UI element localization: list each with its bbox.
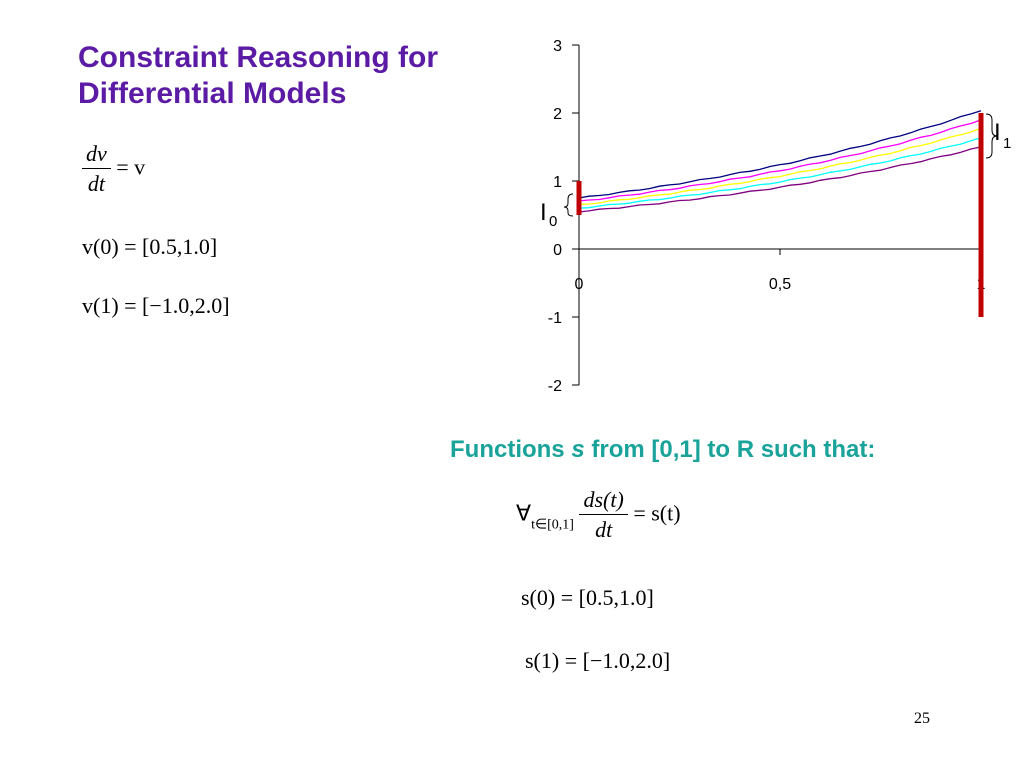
slide-title: Constraint Reasoning for Differential Mo…: [78, 41, 439, 110]
ode-equation: dv dt = v: [82, 140, 145, 199]
ode-numerator: dv: [82, 140, 111, 169]
x-tick-label: 0,5: [769, 276, 791, 293]
subtitle-suffix: from [0,1] to R such that:: [584, 436, 876, 463]
s-ode-numerator: ds(t): [579, 486, 628, 515]
i0-label-sub: 0: [549, 213, 557, 230]
s-ode-denominator: dt: [595, 517, 613, 542]
s-final-condition: s(1) = [−1.0,2.0]: [525, 648, 671, 673]
series-line: [578, 146, 982, 213]
initial-condition: v(0) = [0.5,1.0]: [82, 234, 218, 259]
functions-subtitle: Functions s from [0,1] to R such that:: [450, 436, 875, 464]
i0-label: I: [540, 199, 547, 226]
page-number: 25: [914, 710, 930, 727]
i1-brace: [985, 113, 998, 159]
final-condition: v(1) = [−1.0,2.0]: [82, 293, 230, 318]
y-tick-label: 1: [553, 174, 562, 191]
s-initial-condition: s(0) = [0.5,1.0]: [521, 585, 654, 610]
subtitle-prefix: Functions: [450, 436, 572, 463]
series-line: [578, 119, 982, 202]
forall-domain: t∈[0,1]: [531, 517, 574, 533]
s-ode-fraction: ds(t) dt: [579, 486, 628, 545]
series-line: [578, 136, 982, 209]
subtitle-var: s: [571, 436, 585, 463]
ode-rhs: = v: [116, 154, 146, 180]
i0-brace: [563, 193, 574, 217]
x-tick-label: 0: [575, 276, 584, 293]
y-tick-label: 2: [553, 106, 562, 123]
series-line: [578, 110, 982, 199]
y-tick-label: -2: [548, 378, 562, 395]
forall-symbol: ∀: [516, 500, 532, 526]
series-line: [578, 127, 982, 205]
y-tick-label: 3: [553, 38, 562, 55]
s-ode-rhs: = s(t): [633, 500, 681, 526]
y-tick-label: 0: [553, 242, 562, 259]
forall-ode-equation: ∀t∈[0,1] ds(t) dt = s(t): [516, 486, 681, 545]
y-tick-label: -1: [548, 310, 562, 327]
i1-label-sub: 1: [1003, 135, 1011, 152]
ode-fraction: dv dt: [82, 140, 111, 199]
ode-denominator: dt: [87, 171, 105, 196]
i1-label: I: [994, 119, 1001, 146]
